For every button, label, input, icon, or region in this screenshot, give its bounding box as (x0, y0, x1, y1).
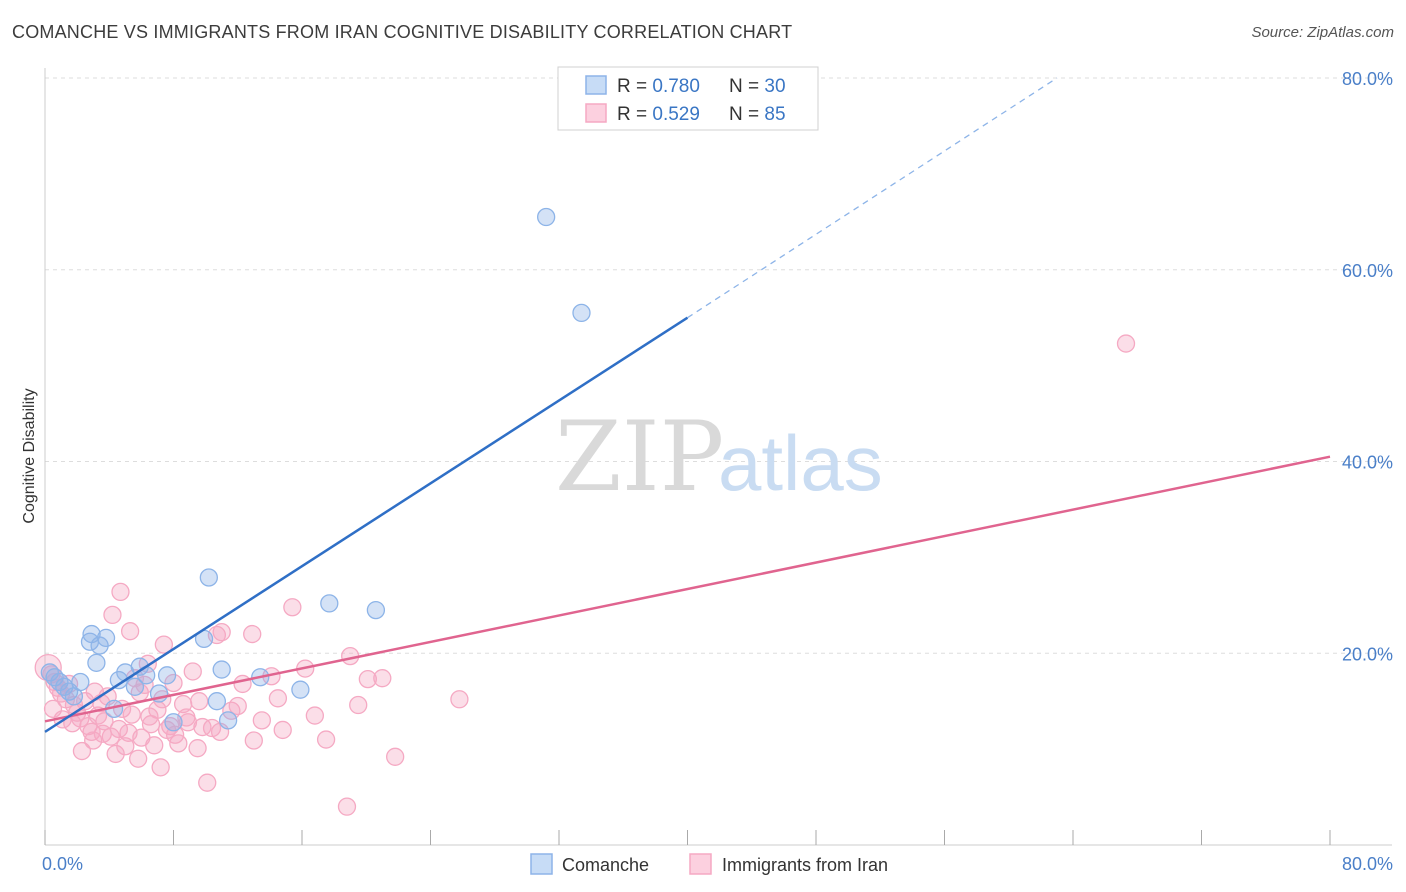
legend-swatch-iran (585, 103, 607, 123)
x-tick-label-1: 80.0% (1342, 854, 1393, 874)
comanche-point-6 (71, 672, 90, 692)
svg-text:R = 0.529: R = 0.529 (617, 104, 700, 125)
legend-r-value-1: 0.529 (652, 104, 700, 125)
iran-point-41 (183, 662, 202, 681)
bottom-legend-iran: Immigrants from Iran (722, 855, 888, 875)
bottom-legend-swatch-iran (689, 853, 712, 875)
y-tick-label-1: 40.0% (1342, 453, 1393, 473)
iran-point-33 (151, 758, 170, 777)
iran-point-50 (243, 624, 262, 644)
comanche-point-24 (212, 660, 231, 679)
iran-point-49 (233, 674, 252, 694)
iran-point-83 (316, 730, 336, 749)
iran-point-58 (358, 669, 378, 689)
chart-source: Source: ZipAtlas.com (1251, 24, 1394, 41)
legend-n-label-0: N = (729, 76, 764, 97)
iran-point-66 (72, 741, 92, 761)
svg-text:R = 0.780: R = 0.780 (617, 76, 700, 97)
chart-title: COMANCHE VS IMMIGRANTS FROM IRAN COGNITI… (12, 22, 793, 42)
data-points (34, 207, 1136, 816)
iran-point-71 (120, 622, 140, 641)
comanche-point-22 (199, 568, 218, 587)
grid-lines (45, 77, 1392, 654)
legend-n-value-0: 30 (764, 76, 785, 97)
iran-point-53 (273, 720, 292, 740)
comanche-point-9 (87, 653, 106, 672)
x-tick-label-0: 0.0% (42, 854, 83, 874)
svg-text:N = 30: N = 30 (729, 76, 786, 97)
iran-point-82 (305, 706, 325, 725)
bottom-legend: Comanche Immigrants from Iran (530, 853, 888, 875)
iran-point-70 (111, 582, 130, 602)
axes (44, 68, 1392, 846)
iran-point-24 (122, 705, 141, 724)
iran-point-51 (252, 711, 271, 730)
legend-r-label-1: R = (617, 104, 652, 125)
iran-point-26 (129, 749, 148, 768)
comanche-point-29 (366, 600, 386, 620)
iran-point-84 (349, 695, 368, 715)
comanche-point-15 (125, 677, 145, 696)
iran-point-73 (140, 707, 159, 726)
iran-point-80 (244, 731, 263, 750)
x-tick-labels: 0.0% 80.0% (42, 854, 1393, 874)
iran-point-2 (45, 672, 64, 692)
comanche-trend-line (44, 316, 689, 733)
comanche-point-25 (218, 711, 238, 730)
y-tick-labels: 20.0% 40.0% 60.0% 80.0% (1342, 69, 1393, 664)
comanche-point-20 (164, 713, 183, 732)
watermark-atlas: atlas (718, 419, 883, 507)
iran-point-69 (103, 605, 122, 625)
comanche-point-23 (207, 692, 227, 711)
comanche-trend-extension (687, 77, 1058, 319)
iran-point-54 (283, 598, 302, 617)
comanche-point-30 (537, 207, 556, 227)
stats-legend: R = 0.780 N = 30 R = 0.529 N = 85 (557, 66, 819, 131)
comanche-point-31 (572, 303, 591, 323)
iran-point-47 (212, 623, 231, 642)
y-axis-label: Cognitive Disability (21, 388, 38, 523)
svg-text:N = 85: N = 85 (729, 104, 786, 125)
iran-point-62 (1116, 334, 1136, 353)
comanche-point-11 (96, 628, 116, 648)
iran-point-34 (154, 635, 174, 654)
y-tick-label-2: 60.0% (1342, 261, 1393, 281)
watermark: ZIP atlas (555, 401, 883, 513)
iran-point-22 (116, 737, 135, 756)
iran-point-56 (337, 797, 357, 816)
y-tick-label-0: 20.0% (1342, 644, 1393, 664)
bottom-legend-comanche: Comanche (562, 855, 649, 875)
iran-point-43 (193, 717, 212, 737)
y-tick-label-3: 80.0% (1342, 69, 1393, 89)
bottom-legend-swatch-comanche (530, 853, 553, 875)
legend-n-value-1: 85 (764, 104, 785, 125)
iran-point-44 (198, 773, 217, 792)
legend-n-label-1: N = (729, 104, 764, 125)
comanche-point-28 (320, 594, 339, 613)
comanche-point-19 (157, 666, 177, 685)
iran-point-79 (228, 696, 247, 716)
iran-trend-line (44, 455, 1331, 723)
iran-point-19 (106, 744, 125, 764)
legend-r-label-0: R = (617, 76, 652, 97)
comanche-point-27 (291, 680, 310, 699)
iran-point-42 (188, 739, 207, 758)
iran-point-77 (190, 692, 209, 711)
iran-point-31 (145, 736, 164, 755)
trend-lines (44, 77, 1331, 733)
iran-point-68 (93, 724, 112, 743)
iran-point-67 (84, 731, 103, 750)
iran-point-60 (386, 747, 405, 766)
iran-point-61 (450, 690, 469, 709)
watermark-zip: ZIP (555, 401, 724, 513)
legend-swatch-comanche (585, 75, 607, 95)
iran-point-81 (268, 689, 288, 708)
legend-r-value-0: 0.780 (652, 76, 700, 97)
iran-point-59 (373, 669, 392, 688)
